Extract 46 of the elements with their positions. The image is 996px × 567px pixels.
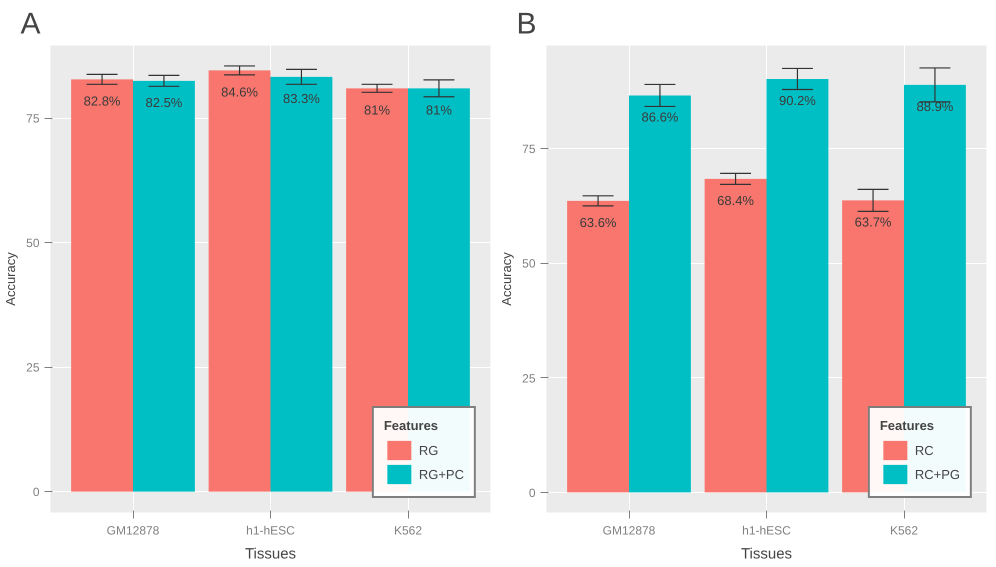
y-tick-label: 75 xyxy=(522,142,536,156)
x-tick-label: h1-hESC xyxy=(246,524,296,538)
data-label: 88.9% xyxy=(916,98,954,114)
data-label: 82.5% xyxy=(146,94,183,110)
y-tick-label: 50 xyxy=(26,236,40,250)
bar xyxy=(704,178,766,492)
bar xyxy=(270,76,332,492)
data-label: 83.3% xyxy=(283,90,320,106)
y-tick-label: 25 xyxy=(26,360,40,375)
x-tick-label: K562 xyxy=(890,524,918,538)
legend-label: RG+PC xyxy=(418,466,464,482)
data-label: 86.6% xyxy=(642,109,679,124)
data-label: 63.7% xyxy=(854,214,892,230)
data-label: 63.6% xyxy=(580,214,617,230)
x-tick-label: h1-hESC xyxy=(742,524,792,538)
chart-title: A xyxy=(20,8,41,40)
y-tick-label: 0 xyxy=(528,486,536,500)
y-axis-title: Accuracy xyxy=(499,252,514,306)
data-label: 81% xyxy=(426,102,452,118)
y-axis-title: Accuracy xyxy=(3,252,18,306)
bar xyxy=(208,70,270,492)
bar xyxy=(629,95,691,492)
data-label: 84.6% xyxy=(221,84,258,100)
data-label: 82.8% xyxy=(84,93,121,108)
legend-label: RC+PG xyxy=(914,466,960,482)
y-tick-label: 75 xyxy=(26,112,40,126)
x-tick-label: GM12878 xyxy=(106,524,160,538)
legend-title: Features xyxy=(384,418,440,433)
x-axis-title: Tissues xyxy=(244,546,296,562)
x-axis-title: Tissues xyxy=(740,546,792,562)
x-tick-label: GM12878 xyxy=(602,524,656,538)
data-label: 81% xyxy=(364,102,391,118)
y-tick-label: 50 xyxy=(522,256,536,271)
y-tick-label: 25 xyxy=(522,371,536,386)
y-tick-label: 0 xyxy=(32,485,40,500)
chart-title: B xyxy=(516,8,537,40)
data-label: 68.4% xyxy=(717,192,754,208)
legend-label: RC xyxy=(914,442,935,458)
bar xyxy=(71,79,133,492)
legend-title: Features xyxy=(880,418,936,433)
data-label: 90.2% xyxy=(779,92,816,108)
bar xyxy=(567,200,629,492)
x-tick-label: K562 xyxy=(394,524,422,538)
legend-label: RG xyxy=(418,442,439,458)
bar xyxy=(766,78,828,492)
bar xyxy=(133,80,195,492)
